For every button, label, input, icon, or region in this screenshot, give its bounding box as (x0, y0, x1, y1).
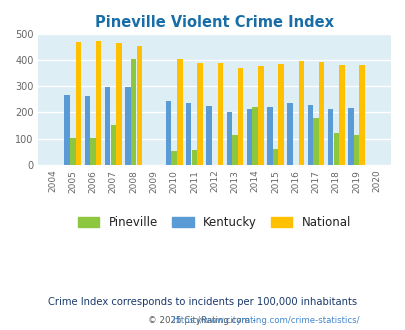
Bar (266, 107, 272, 165)
Bar (258, 66, 263, 165)
Bar (246, 109, 252, 165)
Bar (272, 149, 277, 165)
Bar (64, 95, 70, 165)
Bar (217, 63, 222, 165)
Bar (85, 96, 90, 165)
Bar (327, 109, 333, 165)
Bar (298, 61, 303, 165)
Bar (136, 46, 142, 165)
Bar (333, 133, 338, 165)
Bar (116, 43, 121, 165)
Bar (313, 118, 318, 165)
Bar (104, 87, 110, 165)
Bar (76, 42, 81, 165)
Bar (237, 69, 243, 165)
Bar (226, 112, 231, 165)
Bar (206, 106, 211, 165)
Bar (278, 64, 283, 165)
Bar (90, 138, 96, 165)
Bar (130, 58, 136, 165)
Bar (110, 125, 116, 165)
Bar (197, 63, 202, 165)
Bar (177, 59, 182, 165)
Legend: Pineville, Kentucky, National: Pineville, Kentucky, National (75, 213, 354, 233)
Bar (96, 41, 101, 165)
Bar (125, 87, 130, 165)
Bar (287, 103, 292, 165)
Text: © 2025 CityRating.com -: © 2025 CityRating.com - (147, 316, 258, 325)
Bar (353, 135, 358, 165)
Bar (318, 62, 324, 165)
Bar (252, 107, 257, 165)
Title: Pineville Violent Crime Index: Pineville Violent Crime Index (95, 15, 333, 30)
Bar (347, 108, 353, 165)
Bar (185, 103, 191, 165)
Bar (358, 65, 364, 165)
Bar (232, 136, 237, 165)
Bar (70, 138, 75, 165)
Bar (191, 150, 197, 165)
Bar (339, 65, 344, 165)
Text: https://www.cityrating.com/crime-statistics/: https://www.cityrating.com/crime-statist… (172, 316, 359, 325)
Bar (171, 151, 177, 165)
Bar (165, 101, 171, 165)
Text: Crime Index corresponds to incidents per 100,000 inhabitants: Crime Index corresponds to incidents per… (48, 297, 357, 307)
Bar (307, 105, 312, 165)
